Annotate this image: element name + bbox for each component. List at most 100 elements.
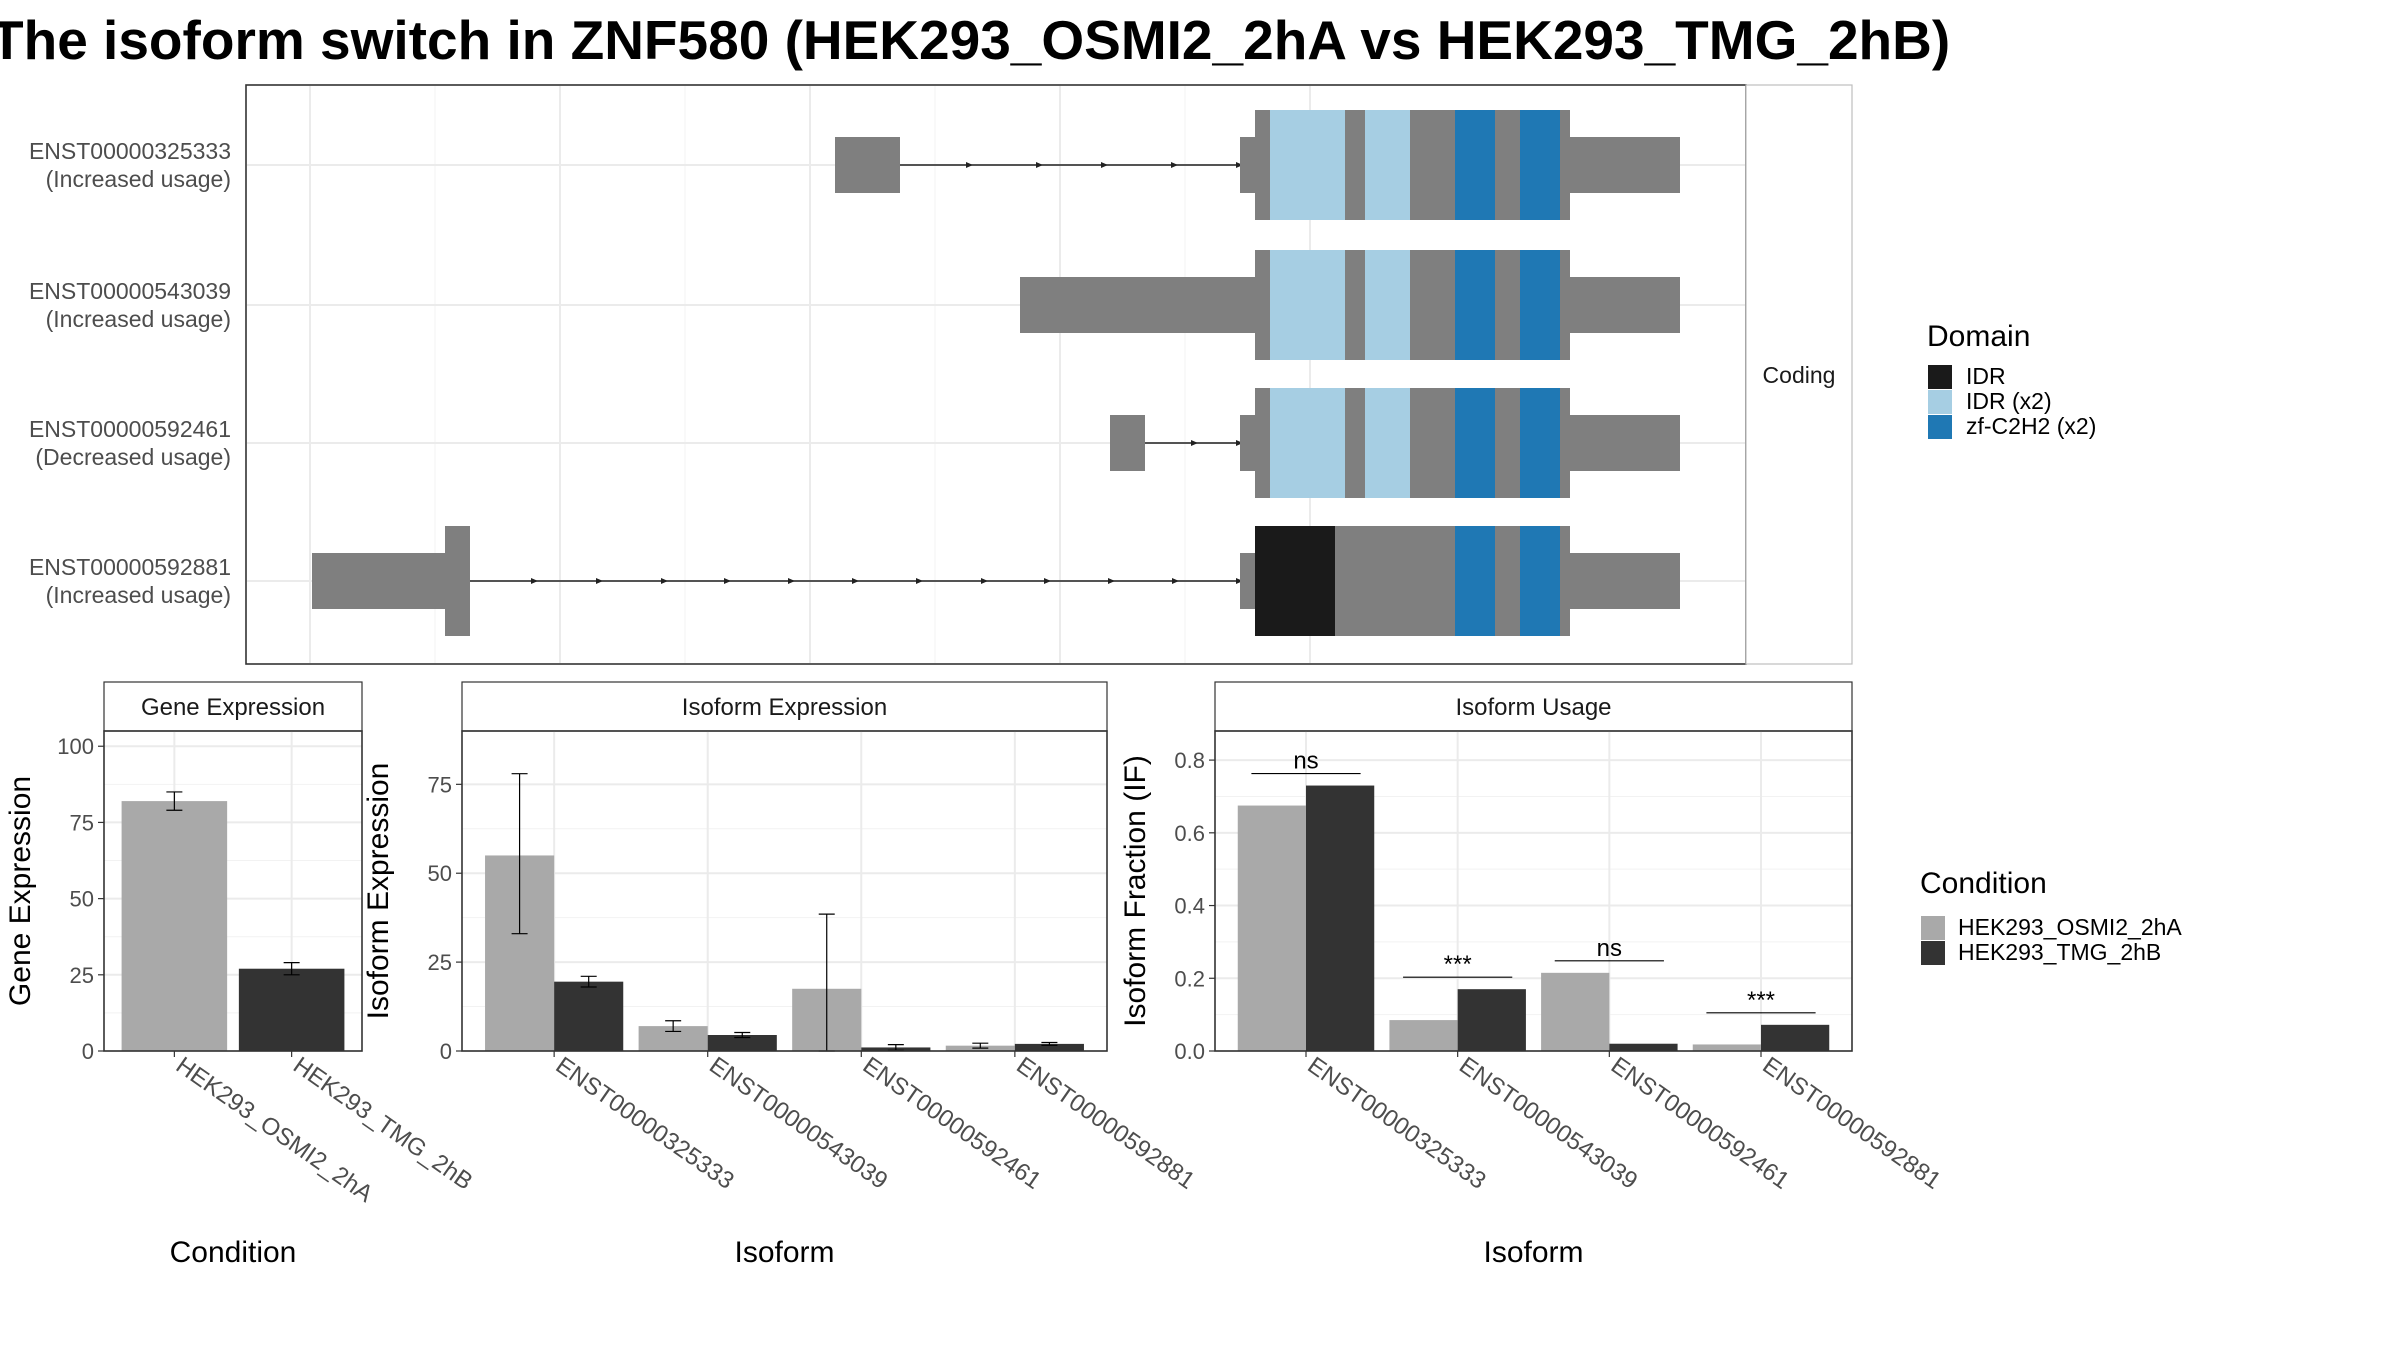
bar	[1306, 785, 1375, 1051]
intron-arrow-icon	[966, 162, 973, 168]
zf-c2h2-domain	[1455, 110, 1495, 220]
transcript-id: ENST00000592461	[29, 416, 231, 442]
bar	[707, 1035, 777, 1051]
chart-title: Isoform Expression	[682, 694, 887, 721]
plot-border	[103, 730, 363, 1052]
exon	[1570, 277, 1680, 333]
y-tick-label: 0.0	[1174, 1039, 1205, 1064]
exon	[1240, 277, 1255, 333]
domain-legend-swatch	[1928, 415, 1952, 439]
exon	[445, 526, 470, 636]
bar	[1761, 1024, 1830, 1051]
condition-legend-swatch	[1921, 941, 1945, 965]
y-axis-title: Gene Expression	[4, 776, 37, 1006]
idr-domain	[1365, 250, 1410, 360]
bar	[121, 801, 228, 1051]
intron-arrow-icon	[531, 578, 538, 584]
exon	[312, 553, 445, 609]
exon	[1570, 553, 1680, 609]
plot-border	[461, 730, 1108, 1052]
chart-title: Gene Expression	[141, 694, 325, 721]
intron-arrow-icon	[788, 578, 795, 584]
bar	[1692, 1044, 1761, 1051]
exon	[1240, 553, 1255, 609]
bar	[1237, 805, 1306, 1051]
zf-c2h2-domain	[1455, 388, 1495, 498]
strip-box	[1214, 681, 1853, 732]
intron-arrow-icon	[981, 578, 988, 584]
y-tick-label: 50	[428, 861, 452, 886]
y-tick-label: 25	[70, 963, 94, 988]
bar	[1389, 1020, 1458, 1051]
intron-arrow-icon	[661, 578, 668, 584]
transcript-row	[312, 526, 1680, 636]
transcript-rows	[312, 110, 1680, 636]
y-tick-label: 0	[440, 1039, 452, 1064]
zf-c2h2-domain	[1520, 526, 1560, 636]
x-axis-title: Isoform	[1483, 1236, 1583, 1269]
transcript-row	[1110, 388, 1680, 498]
significance-label: ***	[1747, 987, 1775, 1014]
intron-arrow-icon	[1191, 440, 1198, 446]
y-tick-label: 25	[428, 950, 452, 975]
transcript-usage-label: (Increased usage)	[46, 306, 231, 332]
intron-arrow-icon	[596, 578, 603, 584]
gene-expression-chart: Gene Expression 0 25 50 75 100 HEK293_OSMI2_2h…	[4, 681, 477, 1269]
y-tick-label: 0	[82, 1039, 94, 1064]
transcript-labels: ENST00000325333(Increased usage)ENST0000…	[29, 138, 231, 608]
strip-box	[103, 681, 363, 732]
x-tick-label: HEK293_OSMI2_2hA	[171, 1052, 378, 1208]
transcript-id: ENST00000325333	[29, 138, 231, 164]
expression-charts: Gene Expression 0 25 50 75 100 HEK293_OSMI2_2h…	[4, 681, 1946, 1269]
exon	[1570, 415, 1680, 471]
y-tick-label: 0.6	[1174, 821, 1205, 846]
bar	[1541, 972, 1610, 1051]
intron-arrow-icon	[1108, 578, 1115, 584]
domain-legend-title: Domain	[1927, 320, 2030, 353]
intron-arrow-icon	[1236, 578, 1243, 584]
transcript-row	[1020, 250, 1680, 360]
intron-arrow-icon	[1171, 162, 1178, 168]
figure-title: The isoform switch in ZNF580 (HEK293_OSM…	[0, 9, 1951, 71]
chart-title: Isoform Usage	[1455, 694, 1611, 721]
y-axis-title: Isoform Expression	[362, 763, 395, 1020]
transcript-row	[835, 110, 1680, 220]
domain-legend-swatch	[1928, 390, 1952, 414]
intron-arrow-icon	[852, 578, 859, 584]
zf-c2h2-domain	[1520, 250, 1560, 360]
condition-legend-swatch	[1921, 916, 1945, 940]
domain-legend-label: IDR (x2)	[1966, 388, 2052, 414]
condition-legend-title: Condition	[1920, 867, 2047, 900]
isoform-expression-chart: Isoform Expression0255075ENST00000325333…	[362, 681, 1200, 1269]
intron-arrow-icon	[1236, 162, 1243, 168]
idr-domain	[1270, 110, 1345, 220]
domain-legend-swatch	[1928, 365, 1952, 389]
domain-legend-label: IDR	[1966, 363, 2006, 389]
significance-label: ns	[1597, 935, 1622, 962]
intron-arrow-icon	[1044, 578, 1051, 584]
idr-domain	[1270, 388, 1345, 498]
facet-strip	[1745, 84, 1853, 665]
intron-arrow-icon	[1101, 162, 1108, 168]
intron-arrow-icon	[1236, 440, 1243, 446]
y-tick-label: 75	[428, 772, 452, 797]
y-tick-label: 100	[57, 734, 94, 759]
x-axis-title: Condition	[170, 1236, 297, 1269]
zf-c2h2-domain	[1520, 110, 1560, 220]
exon	[1570, 137, 1680, 193]
transcript-usage-label: (Increased usage)	[46, 166, 231, 192]
exon	[1020, 277, 1255, 333]
facet-label: Coding	[1763, 362, 1836, 388]
y-tick-label: 75	[70, 810, 94, 835]
y-tick-label: 0.8	[1174, 748, 1205, 773]
plot-border	[1214, 730, 1853, 1052]
bar	[238, 968, 345, 1051]
intron-arrow-icon	[916, 578, 923, 584]
intron-arrow-icon	[724, 578, 731, 584]
bar	[1457, 989, 1526, 1051]
significance-label: ns	[1293, 748, 1318, 775]
